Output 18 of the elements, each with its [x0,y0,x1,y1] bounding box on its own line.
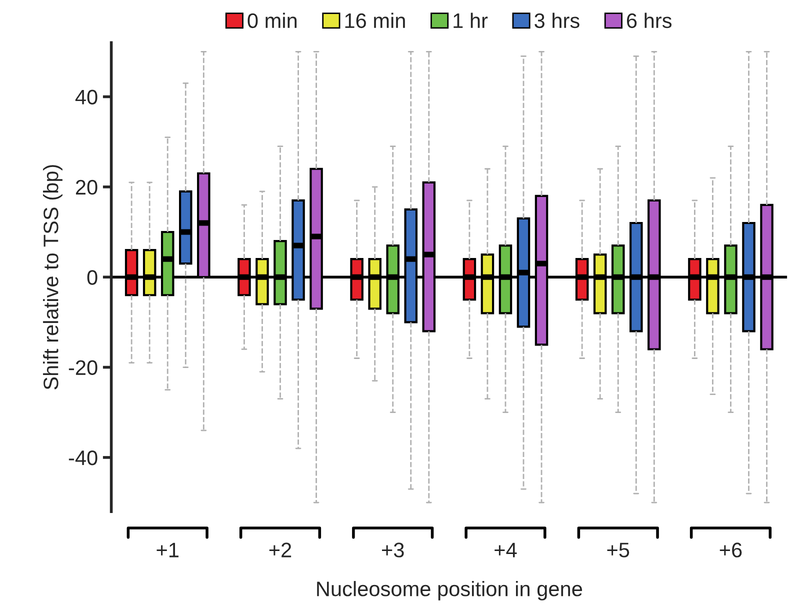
x-axis-title: Nucleosome position in gene [317,580,582,600]
y-tick-label: 20 [76,180,98,195]
x-tick-label: +4 [494,542,517,558]
legend-label: 1 hr [454,12,488,28]
legend-label: 0 min [248,12,297,28]
x-tick-label: +5 [607,542,630,558]
y-tick-label: -40 [68,450,98,466]
y-axis-title: Shift relative to TSS (bp) [43,165,62,390]
legend-label: 3 hrs [534,12,580,28]
legend-label: 16 min [345,12,405,28]
y-tick-label: -20 [68,360,98,376]
y-tick-label: 40 [75,90,98,104]
x-tick-label: +6 [720,542,742,558]
y-tick-label: 0 [87,270,98,285]
x-tick-label: +2 [269,542,292,558]
x-tick-label: +1 [156,542,178,558]
legend-label: 6 hrs [626,12,672,28]
x-tick-label: +3 [382,542,404,558]
